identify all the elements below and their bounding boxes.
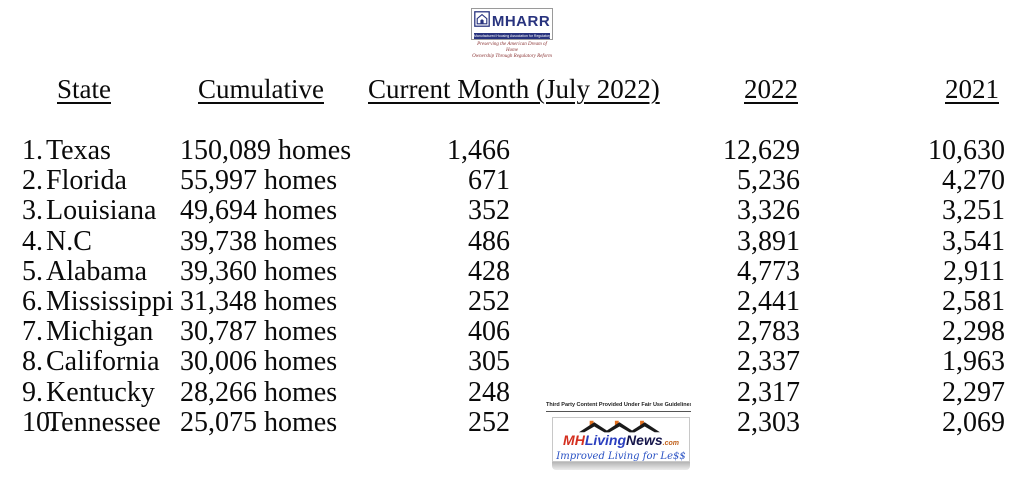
cell-state: Mississippi xyxy=(46,286,174,318)
cell-current_month: 248 xyxy=(468,376,510,408)
table-row: 1. Texas 150,089 homes 1,466 12,629 10,630 xyxy=(22,135,1005,166)
fair-use-notice: Third Party Content Provided Under Fair … xyxy=(546,402,691,412)
cell-year_2022: 3,326 xyxy=(737,195,800,227)
wordmark-news: News xyxy=(626,432,663,448)
header-2021: 2021 xyxy=(945,74,999,104)
cell-year_2022: 2,783 xyxy=(737,316,800,348)
mharr-tagline: Preserving the American Dream of Home Ow… xyxy=(472,42,552,59)
cell-state: N.C xyxy=(46,225,92,257)
cell-rank: 1. xyxy=(22,135,43,166)
shipments-table: 1. Texas 150,089 homes 1,466 12,629 10,630 2. F… xyxy=(22,135,1005,438)
header-state: State xyxy=(57,74,111,104)
cell-cumulative: 49,694 homes xyxy=(180,195,338,227)
mhlivingnews-tagline: Improved Living for Le$$ xyxy=(556,451,686,462)
mharr-logo-box: MHARR Manufactured Housing Association f… xyxy=(471,8,553,40)
cell-rank: 8. xyxy=(22,346,43,378)
table-row: 10. Tennessee 25,075 homes 252 2,303 2,069 xyxy=(22,406,1005,438)
cell-state: Tennessee xyxy=(46,406,161,438)
cell-year_2022: 12,629 xyxy=(723,135,800,166)
cell-cumulative: 31,348 homes xyxy=(180,286,338,318)
cell-year_2022: 2,317 xyxy=(737,376,800,408)
table-row: 2. Florida 55,997 homes 671 5,236 4,270 xyxy=(22,166,1005,196)
cell-state: Kentucky xyxy=(46,376,155,408)
cell-current_month: 305 xyxy=(468,346,510,378)
table-row: 7. Michigan 30,787 homes 406 2,783 2,298 xyxy=(22,317,1005,347)
cell-cumulative: 30,006 homes xyxy=(180,346,338,378)
cell-year_2022: 2,303 xyxy=(737,406,800,438)
cell-state: Louisiana xyxy=(46,195,157,227)
cell-year_2022: 2,337 xyxy=(737,346,800,378)
mharr-wordmark: MHARR xyxy=(491,13,551,30)
cell-year_2022: 5,236 xyxy=(737,165,800,197)
table-row: 6. Mississippi 31,348 homes 252 2,441 2,581 xyxy=(22,286,1005,318)
cell-cumulative: 25,075 homes xyxy=(180,406,338,438)
cell-state: Alabama xyxy=(46,255,148,287)
cell-state: Florida xyxy=(46,165,127,197)
mharr-logo: MHARR Manufactured Housing Association f… xyxy=(471,8,553,60)
cell-year_2021: 2,581 xyxy=(942,286,1005,318)
cell-year_2021: 10,630 xyxy=(928,135,1005,166)
cell-rank: 5. xyxy=(22,255,43,287)
cell-rank: 9. xyxy=(22,376,43,408)
cell-current_month: 486 xyxy=(468,225,510,257)
cell-current_month: 252 xyxy=(468,406,510,438)
table-row: 9. Kentucky 28,266 homes 248 2,317 2,297 xyxy=(22,376,1005,408)
cell-cumulative: 150,089 homes xyxy=(180,135,352,166)
cell-state: Michigan xyxy=(46,316,154,348)
cell-year_2022: 3,891 xyxy=(737,225,800,257)
cell-current_month: 406 xyxy=(468,316,510,348)
cell-state: California xyxy=(46,346,160,378)
wordmark-living: Living xyxy=(584,432,627,448)
cell-rank: 2. xyxy=(22,165,43,197)
cell-rank: 10. xyxy=(22,406,57,438)
cell-year_2021: 4,270 xyxy=(942,165,1005,197)
cell-cumulative: 39,738 homes xyxy=(180,225,338,257)
cell-rank: 7. xyxy=(22,316,43,348)
cell-year_2021: 3,251 xyxy=(942,195,1005,227)
cell-current_month: 671 xyxy=(468,165,510,197)
table-row: 8. California 30,006 homes 305 2,337 1,963 xyxy=(22,347,1005,377)
wordmark-com: .com xyxy=(662,440,679,447)
cell-current_month: 352 xyxy=(468,195,510,227)
cell-state: Texas xyxy=(46,135,111,166)
cell-cumulative: 28,266 homes xyxy=(180,376,338,408)
cell-rank: 4. xyxy=(22,225,43,257)
mharr-bar-text: Manufactured Housing Association for Reg… xyxy=(474,33,550,39)
header-cumulative: Cumulative xyxy=(198,74,324,104)
cell-year_2021: 2,297 xyxy=(942,376,1005,408)
logo-shadow xyxy=(552,462,690,470)
mhlivingnews-wordmark: MHLivingNews.com xyxy=(553,433,689,451)
cell-year_2021: 2,298 xyxy=(942,316,1005,348)
cell-cumulative: 30,787 homes xyxy=(180,316,338,348)
table-row: 3. Louisiana 49,694 homes 352 3,326 3,251 xyxy=(22,196,1005,226)
cell-cumulative: 55,997 homes xyxy=(180,165,338,197)
rooftops-icon xyxy=(553,420,689,433)
header-current-month: Current Month (July 2022) xyxy=(368,74,660,104)
table-row: 4. N.C 39,738 homes 486 3,891 3,541 xyxy=(22,225,1005,257)
cell-year_2022: 2,441 xyxy=(737,286,800,318)
cell-year_2021: 1,963 xyxy=(942,346,1005,378)
cell-year_2021: 2,069 xyxy=(942,406,1005,438)
cell-cumulative: 39,360 homes xyxy=(180,255,338,287)
cell-year_2022: 4,773 xyxy=(737,255,800,287)
table-row: 5. Alabama 39,360 homes 428 4,773 2,911 xyxy=(22,255,1005,287)
cell-rank: 6. xyxy=(22,286,43,318)
header-2022: 2022 xyxy=(744,74,798,104)
cell-current_month: 252 xyxy=(468,286,510,318)
cell-current_month: 1,466 xyxy=(447,135,510,166)
cell-current_month: 428 xyxy=(468,255,510,287)
cell-year_2021: 3,541 xyxy=(942,225,1005,257)
cell-year_2021: 2,911 xyxy=(943,255,1005,287)
cell-rank: 3. xyxy=(22,195,43,227)
wordmark-mh: MH xyxy=(563,432,585,448)
mhlivingnews-logo: MHLivingNews.com Improved Living for Le$… xyxy=(552,417,690,462)
table-body: 1. Texas 150,089 homes 1,466 12,629 10,630 2. F… xyxy=(22,135,1005,438)
house-icon xyxy=(474,11,490,32)
